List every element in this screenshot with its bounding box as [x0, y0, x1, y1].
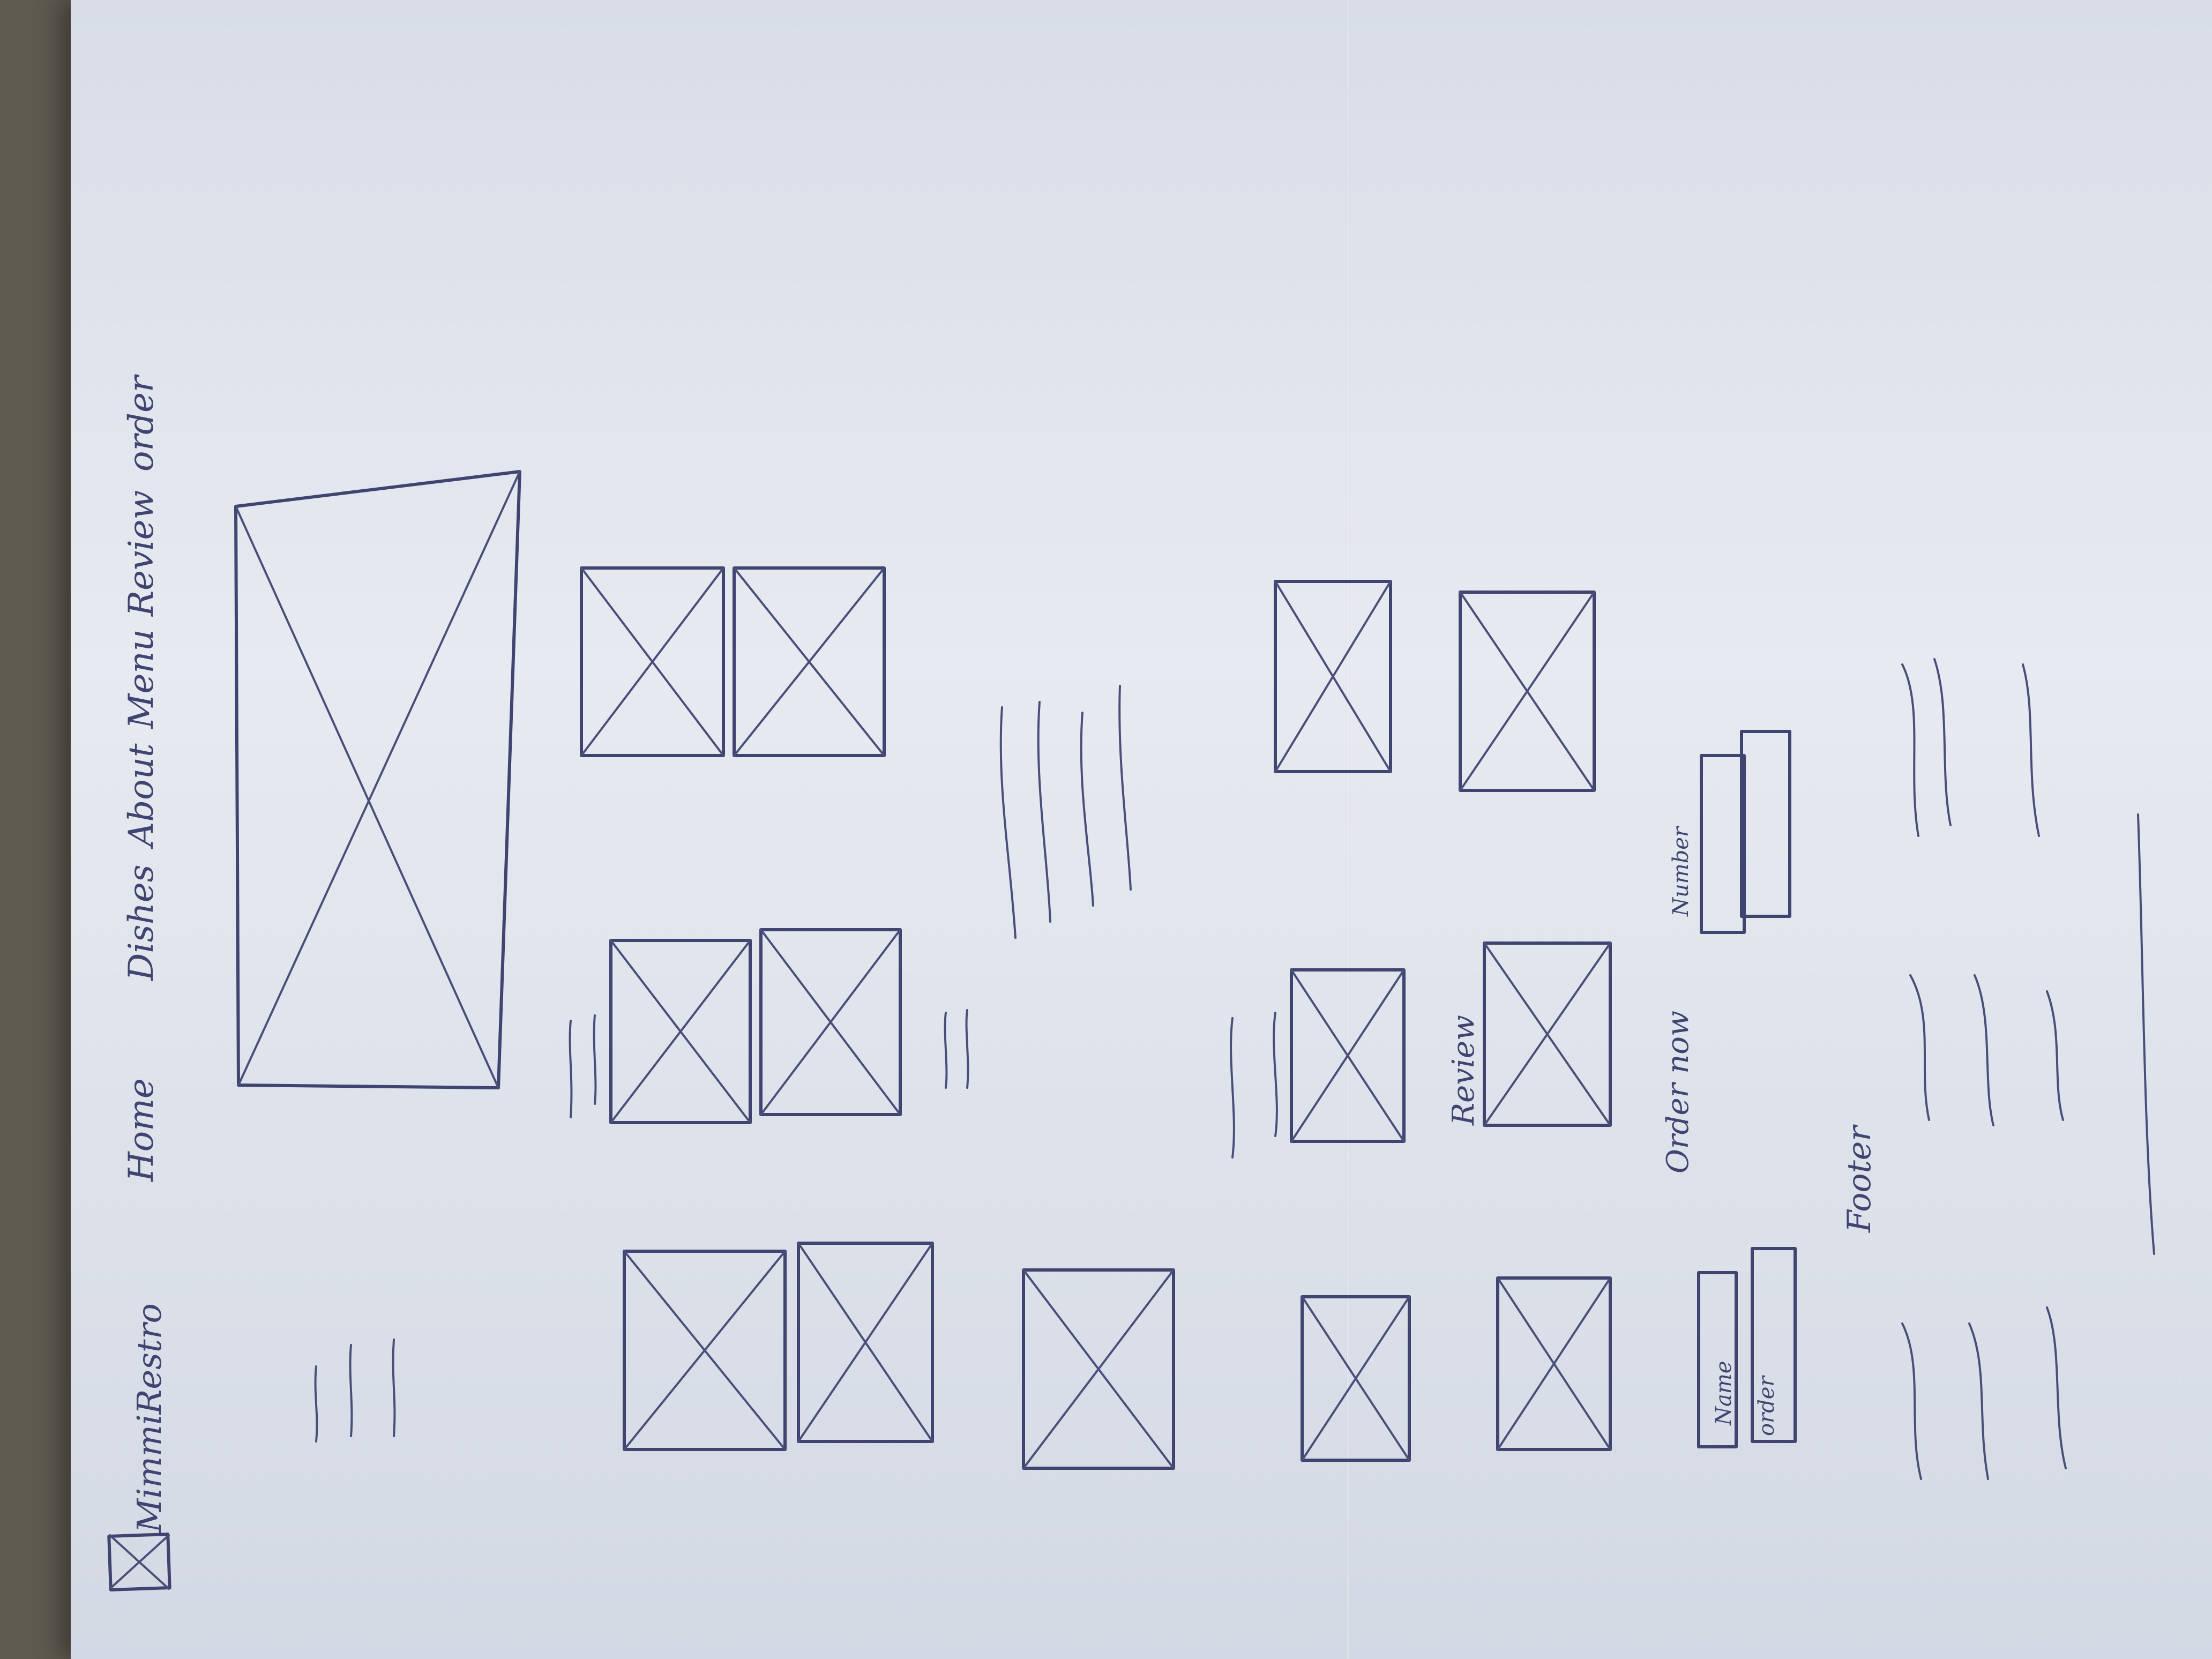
dish-image-placeholder	[759, 928, 902, 1116]
hero-image-placeholder	[234, 470, 521, 1089]
footer-text-lines	[1901, 658, 2155, 1480]
paper-fold	[1346, 0, 1349, 1659]
about-image-placeholder	[1022, 1268, 1175, 1470]
name-field[interactable]	[1697, 1271, 1738, 1448]
review-image-placeholder	[1496, 1276, 1612, 1451]
nav-item-dishes[interactable]: Dishes	[122, 864, 161, 981]
menu-image-placeholder	[1274, 580, 1392, 773]
dish-text-lines	[569, 1009, 969, 1118]
menu-image-placeholder	[1483, 941, 1612, 1127]
nav-item-review[interactable]: Review	[122, 490, 161, 617]
number-field-placeholder: Number	[1669, 825, 1693, 917]
sketch-paper	[71, 0, 2212, 1659]
nav-item-about[interactable]: About	[122, 743, 161, 849]
order-submit-field[interactable]	[1740, 730, 1791, 918]
about-text-lines	[999, 685, 1132, 939]
order-field-placeholder: order	[1754, 1375, 1779, 1436]
brand-name[interactable]: MimmiRestro	[130, 1303, 169, 1533]
menu-image-placeholder	[1290, 968, 1406, 1143]
menu-text-lines	[1230, 1012, 1278, 1159]
number-field[interactable]	[1700, 754, 1746, 934]
review-image-placeholder	[1301, 1295, 1411, 1462]
menu-image-placeholder	[1459, 591, 1596, 792]
dish-image-placeholder	[733, 566, 886, 757]
order-section-label: Order now	[1661, 1011, 1695, 1174]
logo-placeholder-icon[interactable]	[107, 1533, 171, 1591]
dish-image-placeholder	[609, 939, 752, 1124]
footer-label: Footer	[1841, 1124, 1878, 1233]
nav-item-menu[interactable]: Menu	[122, 629, 161, 729]
hero-text-lines	[314, 1339, 396, 1443]
dish-image-placeholder	[580, 566, 725, 757]
review-section-label: Review	[1446, 1015, 1481, 1126]
dish-image-placeholder	[623, 1250, 787, 1451]
name-field-placeholder: Name	[1712, 1361, 1736, 1426]
nav-item-order[interactable]: order	[122, 374, 161, 472]
dish-image-placeholder	[797, 1242, 934, 1443]
order-field[interactable]	[1751, 1247, 1797, 1443]
nav-item-home[interactable]: Home	[122, 1078, 161, 1182]
